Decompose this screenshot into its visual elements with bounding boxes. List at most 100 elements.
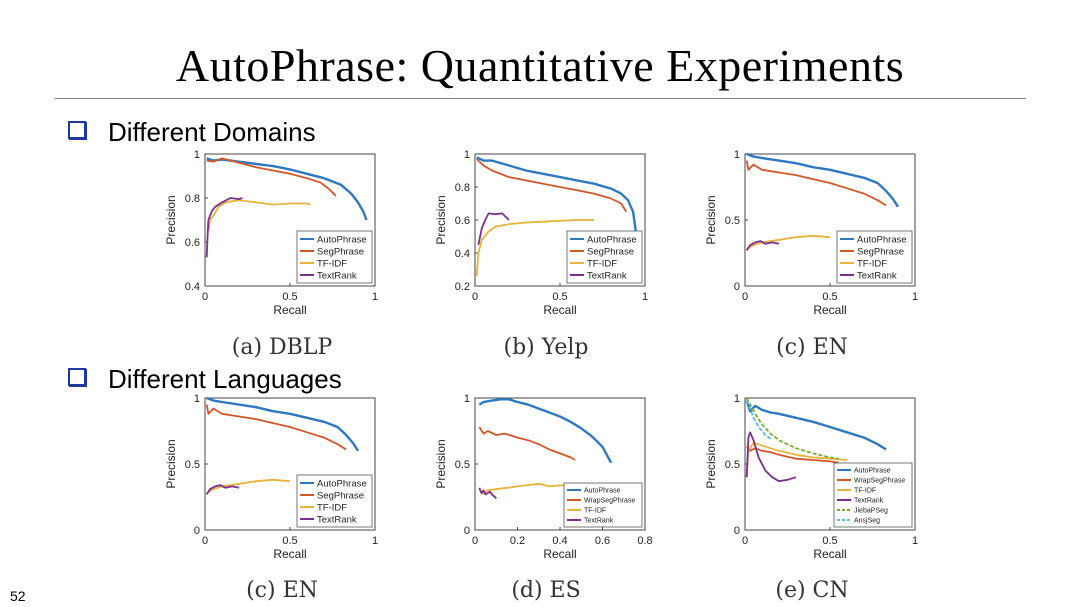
chart-svg: 0 0.5 1 0 0.5 1 Recall Precision AutoPhrase WrapS…	[704, 393, 918, 561]
series-line-tf-idf	[206, 478, 291, 494]
chart-es: 0 0.2 0.4 0.6 0.8 0 0.5 1 Recall Precision AutoPhr…	[420, 392, 660, 572]
y-tick-label: 0.6	[455, 215, 470, 227]
x-tick-label: 1	[372, 535, 378, 547]
legend-entry: TextRank	[317, 514, 357, 525]
series-line-segphrase	[745, 160, 887, 207]
series-line-autophrase	[746, 152, 900, 208]
legend-entry: TextRank	[317, 270, 357, 281]
y-tick-label: 0	[464, 525, 470, 537]
series-line-textrank	[205, 484, 240, 495]
section-different-languages: Different Languages	[68, 363, 342, 395]
chart-svg: 0 0.2 0.4 0.6 0.8 0 0.5 1 Recall Precision AutoPhr…	[434, 393, 653, 561]
y-tick-label: 1	[464, 149, 470, 161]
section-label: Different Domains	[108, 117, 316, 147]
y-tick-label: 1	[734, 393, 740, 405]
y-tick-label: 0.8	[185, 193, 200, 205]
legend-entry: TextRank	[584, 518, 614, 525]
series-line-textrank	[745, 431, 797, 483]
x-tick-label: 0.8	[637, 535, 652, 547]
chart-caption: (a) DBLP	[231, 335, 333, 360]
legend-entry: TF-IDF	[857, 258, 887, 269]
slide-title: AutoPhrase: Quantitative Experiments	[175, 40, 905, 91]
x-tick-label: 1	[372, 291, 378, 303]
legend-entry: TextRank	[857, 270, 897, 281]
x-tick-label: 1	[642, 291, 648, 303]
chart-caption: (e) CN	[775, 578, 849, 603]
x-tick-label: 0.5	[282, 535, 297, 547]
legend-entry: AutoPhrase	[854, 468, 891, 475]
x-tick-label: 0	[472, 535, 478, 547]
y-tick-label: 0.4	[455, 248, 470, 260]
x-tick-label: 0.5	[822, 535, 837, 547]
legend-entry: SegPhrase	[317, 246, 364, 257]
series-line-jiebapseg	[745, 397, 839, 460]
legend-entry: SegPhrase	[857, 246, 904, 257]
x-tick-label: 1	[912, 291, 918, 303]
series-line-textrank	[477, 212, 510, 245]
x-axis-label: Recall	[543, 547, 576, 561]
series-line-autophrase	[745, 400, 887, 451]
legend-entry: JiebaPSeg	[854, 508, 888, 515]
y-axis-label: Precision	[704, 439, 718, 488]
series-line-tf-idf	[745, 442, 848, 478]
legend-entry: TF-IDF	[317, 258, 347, 269]
chart-svg: 0 0.5 1 0 0.5 1 Recall Precision AutoPhraseSegPh…	[164, 393, 378, 561]
checkbox-bullet-icon	[68, 368, 86, 386]
y-tick-label: 1	[734, 149, 740, 161]
x-tick-label: 0	[202, 535, 208, 547]
y-tick-label: 1	[464, 393, 470, 405]
series-line-segphrase	[205, 404, 347, 451]
x-tick-label: 0	[742, 291, 748, 303]
series-line-tf-idf	[207, 199, 311, 232]
series-line-segphrase	[206, 157, 337, 197]
x-tick-label: 0.6	[595, 535, 610, 547]
y-tick-label: 0.2	[455, 281, 470, 293]
y-axis-label: Precision	[434, 439, 448, 488]
x-tick-label: 0.4	[552, 535, 567, 547]
x-tick-label: 0.5	[282, 291, 297, 303]
chart-cn: 0 0.5 1 0 0.5 1 Recall Precision AutoPhrase WrapS…	[690, 392, 930, 572]
legend-entry: TF-IDF	[854, 488, 876, 495]
y-tick-label: 0	[734, 525, 740, 537]
legend-entry: AutoPhrase	[584, 488, 621, 495]
chart-svg: 0 0.5 1 0 0.5 1 Recall Precision AutoPhraseSegPh…	[704, 149, 918, 317]
series-line-autophrase	[476, 156, 638, 237]
series-line-autophrase	[478, 398, 613, 464]
x-axis-label: Recall	[273, 547, 306, 561]
y-tick-label: 0.4	[185, 281, 200, 293]
legend-entry: AutoPhrase	[317, 234, 367, 245]
x-axis-label: Recall	[813, 547, 846, 561]
chart-caption: (d) ES	[511, 578, 581, 603]
x-tick-label: 1	[912, 535, 918, 547]
section-different-domains: Different Domains	[68, 116, 316, 148]
y-tick-label: 0.5	[455, 459, 470, 471]
legend-entry: TextRank	[587, 270, 627, 281]
x-tick-label: 0	[202, 291, 208, 303]
series-line-textrank	[478, 487, 497, 499]
x-tick-label: 0.5	[822, 291, 837, 303]
y-tick-label: 0.5	[185, 459, 200, 471]
legend-box	[833, 462, 913, 528]
chart-svg: 0 0.5 1 0.4 0.6 0.8 1 Recall Precision AutoPhrase…	[164, 149, 378, 317]
legend-entry: SegPhrase	[317, 490, 364, 501]
y-tick-label: 0.8	[455, 182, 470, 194]
legend-entry: AutoPhrase	[857, 234, 907, 245]
y-tick-label: 1	[194, 149, 200, 161]
x-axis-label: Recall	[273, 303, 306, 317]
y-tick-label: 0	[734, 281, 740, 293]
legend-entry: TF-IDF	[587, 258, 617, 269]
y-tick-label: 0.6	[185, 237, 200, 249]
legend-entry: TextRank	[854, 498, 884, 505]
chart-yelp: 0 0.5 1 0.2 0.4 0.6 0.8 1 Recall Precision AutoPhr…	[420, 148, 660, 328]
series-line-ansjseg	[745, 400, 773, 441]
chart-en-domains: 0 0.5 1 0 0.5 1 Recall Precision AutoPhrase SegPh…	[690, 148, 930, 328]
title-divider	[55, 98, 1026, 99]
series-line-segphrase	[476, 158, 628, 213]
y-axis-label: Precision	[164, 439, 178, 488]
chart-caption: (c) EN	[246, 578, 318, 603]
x-axis-label: Recall	[543, 303, 576, 317]
